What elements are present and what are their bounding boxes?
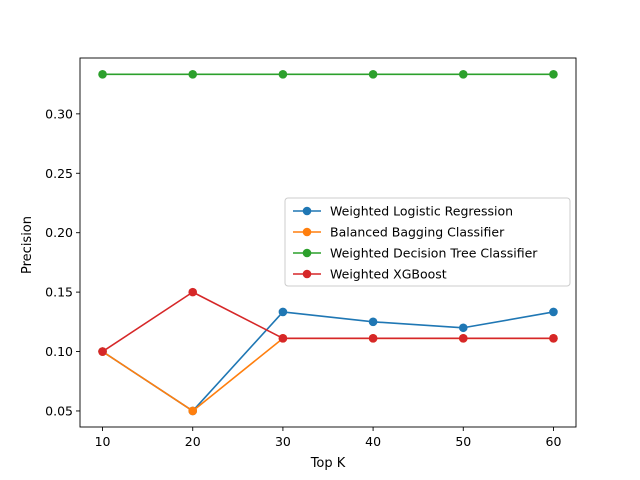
data-point-0-3 — [368, 317, 378, 327]
legend-marker-0 — [302, 206, 312, 216]
legend-label-0: Weighted Logistic Regression — [330, 204, 513, 219]
x-tick-label-1: 20 — [185, 434, 201, 449]
data-point-2-5 — [549, 69, 558, 79]
data-point-3-2 — [278, 334, 288, 343]
data-point-3-5 — [549, 334, 558, 343]
legend-label-3: Weighted XGBoost — [330, 267, 447, 282]
y-tick-label-5: 0.30 — [45, 106, 73, 121]
plot-frame — [79, 57, 577, 428]
data-point-3-3 — [368, 334, 378, 343]
legend-marker-3 — [302, 269, 312, 279]
x-tick-label-0: 10 — [95, 434, 111, 449]
y-tick-label-0: 0.05 — [45, 403, 73, 418]
legend-label-2: Weighted Decision Tree Classifier — [330, 246, 538, 261]
legend-marker-2 — [302, 248, 312, 258]
data-point-0-2 — [278, 307, 288, 317]
data-point-2-3 — [368, 69, 378, 79]
series-layer — [98, 69, 558, 416]
data-point-3-4 — [458, 334, 468, 343]
data-point-2-1 — [188, 69, 198, 79]
y-tick-label-3: 0.20 — [45, 225, 73, 240]
axes-layer: 10 20 30 40 50 60 0.05 0.10 0.15 0.20 0.25 0.30 — [45, 57, 577, 449]
y-tick-label-4: 0.25 — [45, 166, 73, 181]
data-point-3-0 — [98, 347, 107, 356]
legend-marker-1 — [302, 227, 312, 237]
legend-box — [284, 197, 571, 287]
y-axis-label: Precision — [20, 216, 35, 274]
data-point-0-5 — [549, 307, 558, 317]
data-point-2-4 — [458, 69, 468, 79]
y-tick-label-2: 0.15 — [45, 285, 73, 300]
data-point-3-1 — [188, 287, 198, 297]
series-line-3 — [102, 291, 554, 353]
x-tick-label-4: 50 — [455, 434, 471, 449]
data-point-2-2 — [278, 69, 288, 79]
y-tick-label-1: 0.10 — [45, 344, 73, 359]
x-tick-label-3: 40 — [365, 434, 381, 449]
legend-label-1: Balanced Bagging Classifier — [330, 225, 505, 240]
data-point-0-4 — [458, 323, 468, 333]
x-tick-label-5: 60 — [546, 434, 562, 449]
data-point-2-0 — [98, 69, 107, 79]
data-point-1-1 — [188, 406, 198, 416]
legend: Weighted Logistic Regression Balanced Bag… — [284, 197, 571, 287]
x-tick-label-2: 30 — [275, 434, 291, 449]
x-axis-label: Top K — [310, 456, 346, 471]
